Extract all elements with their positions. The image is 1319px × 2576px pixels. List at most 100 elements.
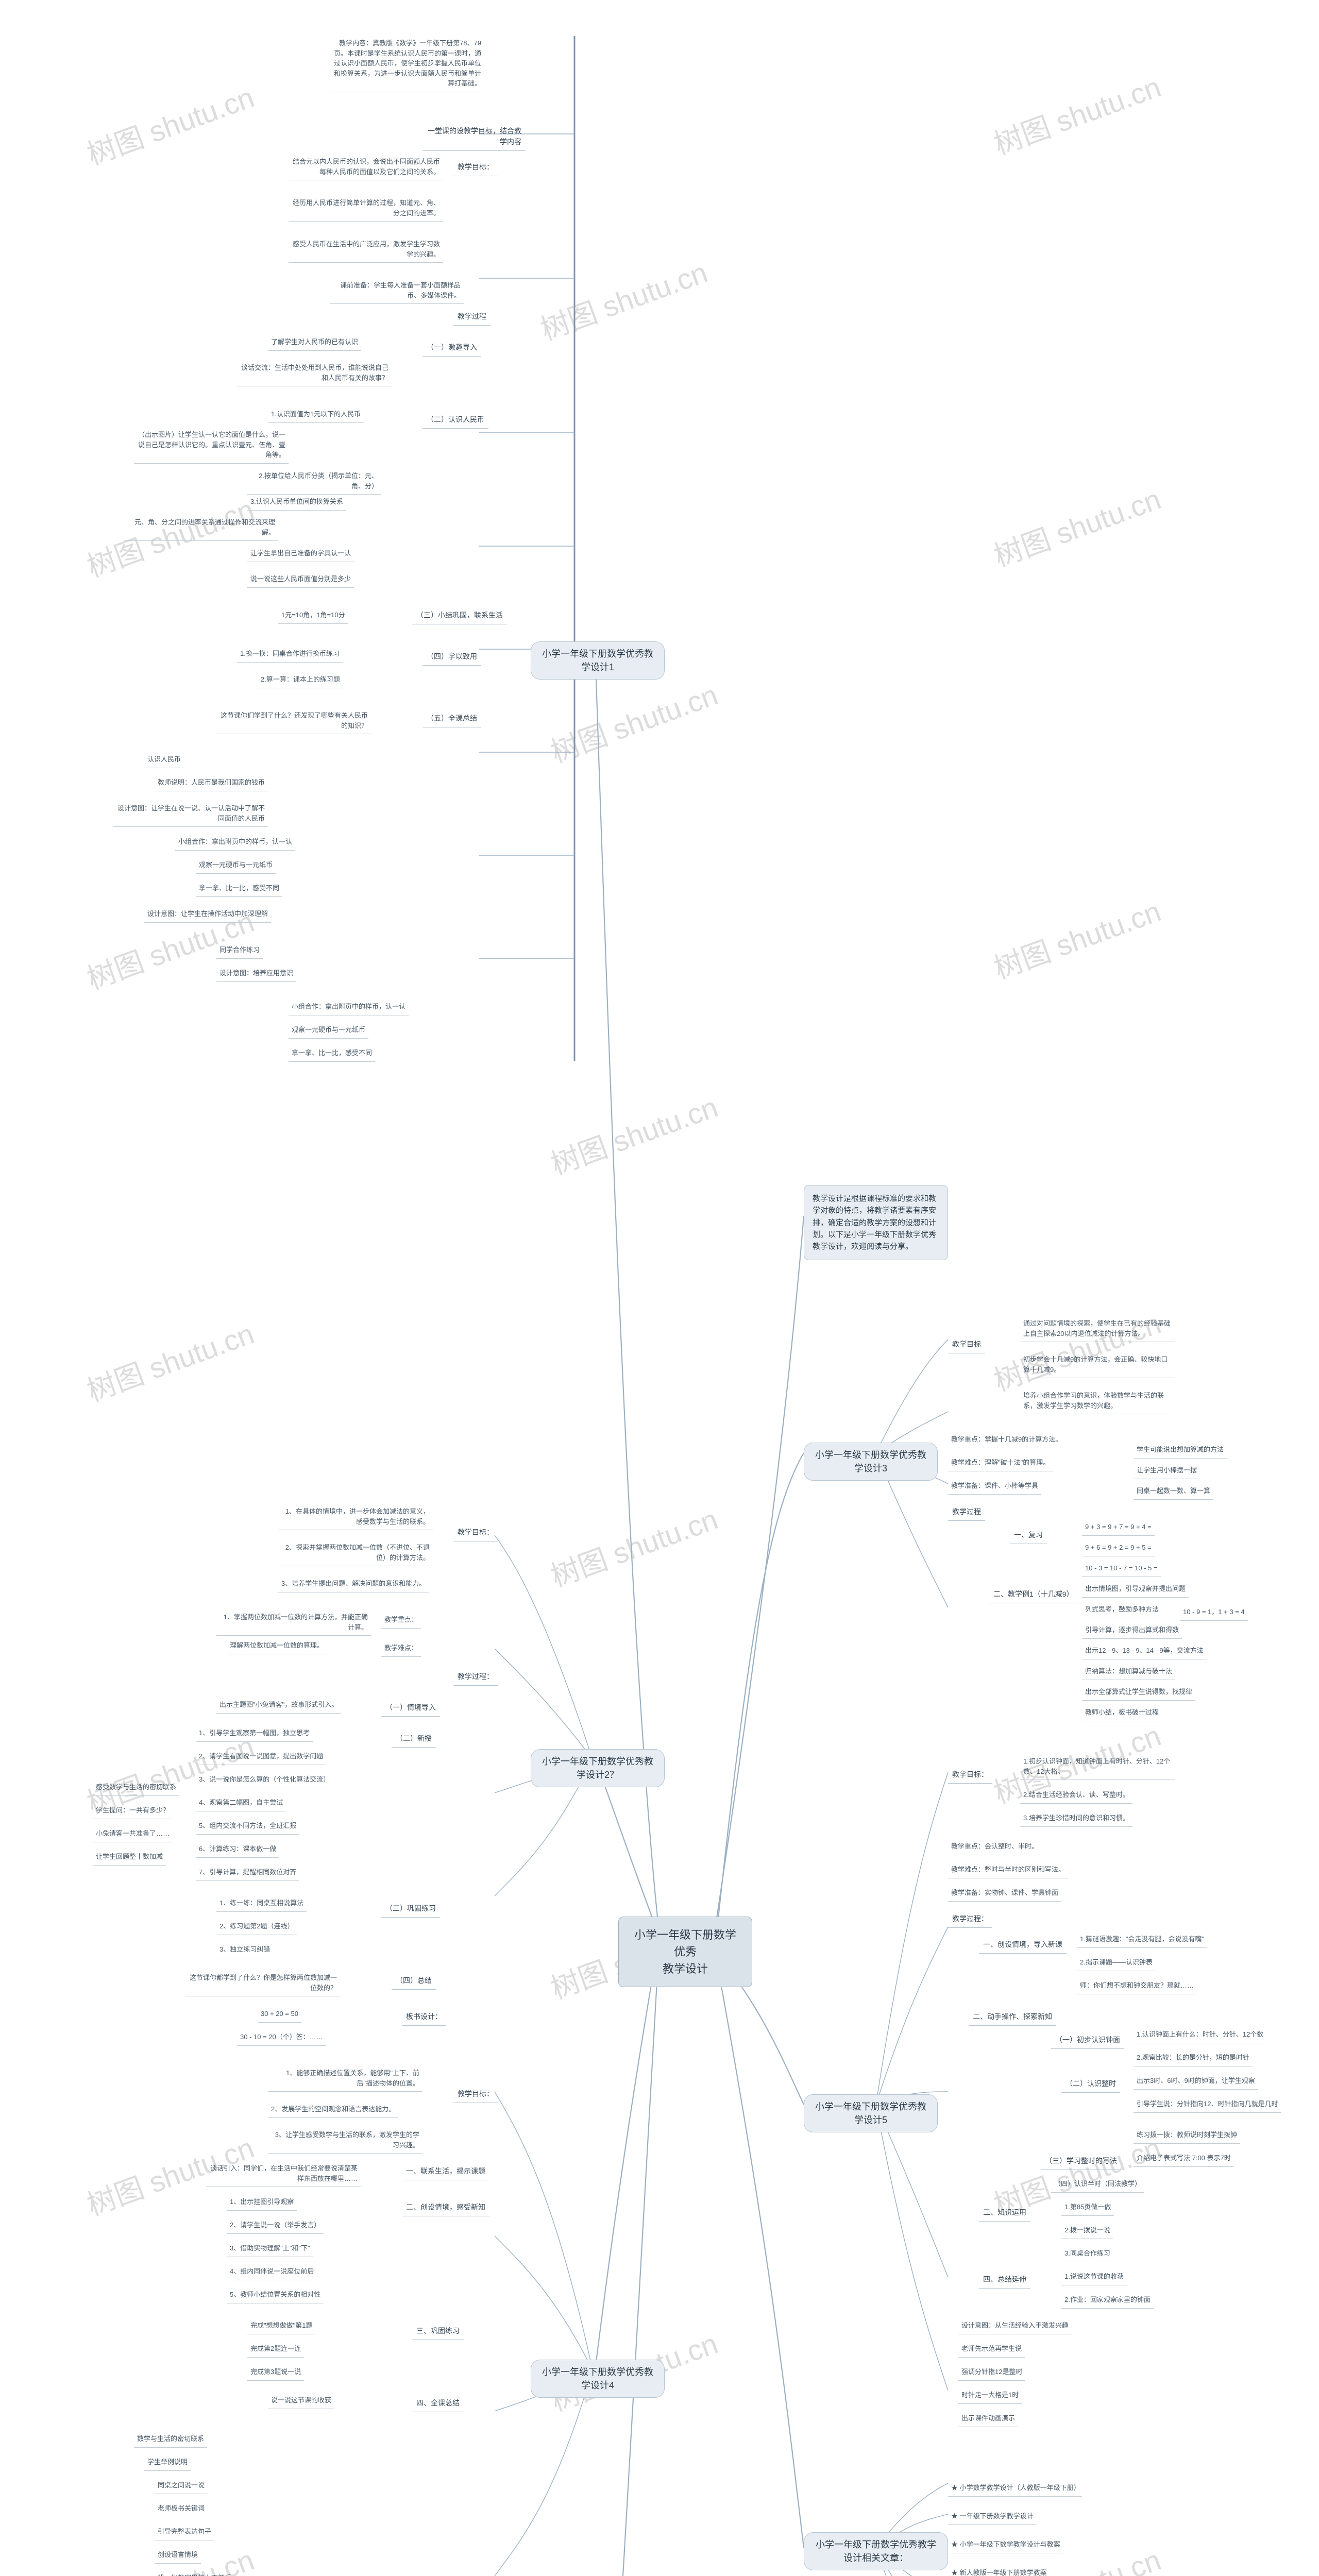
b1-s4a: 1.换一换：同桌合作进行换币练习 — [237, 647, 343, 663]
b1-s5: （五）全课总结 — [422, 711, 481, 727]
b4-s4: 四、全课总结 — [412, 2396, 464, 2412]
l1-node-intro: 教学设计是根据课程标准的要求和教学对象的特点，将教学诸要素有序安排，确定合适的教… — [804, 1185, 948, 1260]
b1-x3b: 小组合作：拿出附页中的样币，认一认 — [289, 999, 409, 1015]
b2-s2: （二）新授 — [392, 1731, 436, 1748]
b1-s2c1: 元、角、分之间的进率关系通过操作和交流来理解。 — [124, 515, 278, 541]
b2-g2: 3、培养学生提出问题、解决问题的意识和能力。 — [278, 1577, 429, 1592]
b3-s2i2: 引导计算，逐步得出算式和得数 — [1082, 1623, 1182, 1639]
b1-s2e: 说一说这些人民币面值分别是多少 — [247, 572, 354, 588]
b2-k: 教学重点： — [381, 1613, 421, 1629]
l1-node-b7: 小学一年级下册数学优秀教学设计相关文章： — [804, 2532, 948, 2570]
b5-s2c1: 介绍电子表式写法 7:00 表示7时 — [1134, 2151, 1234, 2167]
watermark: 树图 shutu.cn — [987, 64, 1166, 163]
b2-x1: 学生提问：一共有多少？ — [93, 1803, 173, 1819]
b1-x2: 设计意图：让学生在说一说、认一认活动中了解不同面值的人民币 — [113, 801, 268, 827]
center-title-l1: 小学一年级下册数学优秀 — [632, 1926, 738, 1960]
b3-s2i1: 列式思考，鼓励多种方法 — [1082, 1602, 1162, 1618]
b5-s2a: （一）初步认识钟面 — [1051, 2032, 1124, 2049]
b1-s4: （四）学以致用 — [422, 649, 481, 666]
b1-trunk: 一堂课的设教学目标，结合教学内容 — [422, 124, 526, 151]
b7-l3: ★ 新人教版一年级下册数学教案 — [948, 2566, 1050, 2576]
b4-s21: 2、请学生说一说（举手发言） — [227, 2218, 324, 2234]
b1-x4: 观察一元硬币与一元纸币 — [196, 858, 276, 874]
b2-bd0: 30 + 20 = 50 — [258, 2007, 301, 2023]
b2-h: 教学难点： — [381, 1641, 421, 1657]
center-title-l2: 教学设计 — [632, 1960, 738, 1977]
b5-s2d: （四）认识半时（同法教学） — [1051, 2177, 1144, 2193]
b3-s1: 一、复习 — [1010, 1528, 1047, 1544]
b3-s1i1: 9 + 6 = 9 + 2 = 9 + 5 = — [1082, 1540, 1155, 1556]
b4-s30: 完成"想想做做"第1题 — [247, 2318, 315, 2334]
b3-s1i2: 10 - 3 = 10 - 7 = 10 - 5 = — [1082, 1561, 1161, 1577]
b3-g2: 培养小组合作学习的意识，体验数学与生活的联系，激发学生学习数学的兴趣。 — [1020, 1388, 1175, 1414]
b2-s2i4: 5、组内交流不同方法，全班汇报 — [196, 1819, 299, 1835]
b5-s1c: 师：你们想不想和钟交朋友？那就…… — [1077, 1978, 1197, 1994]
b2-s2i2: 3、说一说你是怎么算的（个性化算法交流） — [196, 1772, 330, 1788]
b5-p: 教学准备：实物钟、课件、学具钟面 — [948, 1886, 1061, 1902]
l1-node-b4-left: 小学一年级下册数学优秀教学设计4 — [531, 2360, 665, 2398]
l1-node-b2-left: 小学一年级下册数学优秀教学设计2？ — [531, 1749, 665, 1787]
b2-s3i0: 1、练一练：同桌互相说算法 — [216, 1896, 307, 1912]
b2-hv: 理解两位数加减一位数的算理。 — [227, 1638, 327, 1654]
b3-gh: 教学目标 — [948, 1337, 985, 1353]
b5-k: 教学重点：会认整时、半时。 — [948, 1839, 1041, 1855]
b1-x3: 小组合作：拿出附页中的样币，认一认 — [175, 835, 295, 851]
b2-s4t: 这节课你都学到了什么？你是怎样算两位数加减一位数的？ — [185, 1971, 340, 1996]
b2-bd1: 30 - 10 = 20（个）答：…… — [237, 2030, 326, 2046]
b4-x0: 数学与生活的密切联系 — [134, 2432, 207, 2448]
b3-prep: 教学准备：课件、小棒等学具 — [948, 1479, 1041, 1495]
b4-x3: 老师板书关键词 — [155, 2501, 208, 2517]
watermark: 树图 shutu.cn — [544, 672, 723, 771]
b5-h: 教学难点：整时与半时的区别和写法。 — [948, 1862, 1068, 1878]
watermark: 树图 shutu.cn — [544, 1084, 723, 1183]
b5-s2b1: 出示3时、6时、9时的钟面，让学生观察 — [1134, 2074, 1258, 2090]
b3-fh: 教学过程 — [948, 1504, 985, 1521]
b5-s1: 一、创设情境，导入新课 — [979, 1937, 1067, 1954]
b2-s2i1: 2、请学生看图说一说图意，提出数学问题 — [196, 1749, 326, 1765]
b5-s4b: 2.作业：回家观察家里的钟面 — [1061, 2293, 1154, 2309]
b1-x8: 设计意图：培养应用意识 — [216, 966, 296, 982]
b4-gh: 教学目标： — [453, 2087, 498, 2103]
b4-s22: 3、借助实物理解"上"和"下" — [227, 2241, 313, 2257]
l1-node-b3: 小学一年级下册数学优秀教学设计3 — [804, 1443, 938, 1481]
b5-g1: 2.结合生活经验会认、读、写整时。 — [1020, 1788, 1132, 1804]
b1-x5: 拿一拿、比一比，感受不同 — [196, 881, 282, 897]
b4-s1t: 谈话引入：同学们，在生活中我们经常要说清楚某样东西放在哪里…… — [206, 2161, 361, 2187]
b4-g0: 1、能够正确描述位置关系，能够用"上下、前后"描述物体的位置。 — [268, 2066, 422, 2092]
b5-s2a2: 2.观察比较：长的是分针，短的是时针 — [1134, 2050, 1253, 2066]
b1-s3a: 1元=10角，1角=10分 — [278, 608, 348, 624]
watermark: 树图 shutu.cn — [544, 1496, 723, 1595]
watermark: 树图 shutu.cn — [80, 1311, 259, 1410]
b2-s3: （三）巩固练习 — [381, 1901, 440, 1918]
b2-fh: 教学过程： — [453, 1669, 498, 1686]
b5-s2a1: 1.认识钟面上有什么：时针、分针、12个数 — [1134, 2027, 1266, 2043]
b2-x0: 感受数学与生活的密切联系 — [93, 1780, 179, 1796]
b2-s2i5: 6、计算练习：课本做一做 — [196, 1842, 279, 1858]
b5-s3: 三、知识运用 — [979, 2205, 1030, 2222]
b1-s2d: 让学生拿出自己准备的学具认一认 — [247, 546, 354, 562]
b4-s3: 三、巩固练习 — [412, 2324, 464, 2340]
b4-s31: 完成第2题连一连 — [247, 2342, 304, 2358]
b5-s2b3: 练习拨一拨：教师说时刻学生拨钟 — [1134, 2128, 1240, 2144]
b2-gh: 教学目标： — [453, 1525, 498, 1541]
b3-s1i0: 9 + 3 = 9 + 7 = 9 + 4 = — [1082, 1520, 1155, 1536]
b1-s4b: 2.算一算：课本上的练习题 — [258, 672, 343, 688]
b2-bd: 板书设计： — [402, 2009, 446, 2026]
b5-s30: 1.第85页做一做 — [1061, 2200, 1114, 2216]
b5-s2b: （二）认识整时 — [1061, 2076, 1120, 2093]
b1-s2b: 2.按单位给人民币分类（揭示单位：元、角、分） — [247, 469, 381, 495]
b5-s31: 2.拨一拨说一说 — [1061, 2223, 1113, 2239]
b5-x4: 出示课件动画演示 — [958, 2411, 1018, 2427]
b4-s4t: 说一说这节课的收获 — [268, 2393, 334, 2409]
b4-s1: 一、联系生活，揭示课题 — [402, 2164, 489, 2180]
b5-s1a: 1.猜谜语激趣："会走没有腿，会说没有嘴" — [1077, 1932, 1207, 1948]
b4-g1: 2、发展学生的空间观念和语言表达能力。 — [268, 2102, 398, 2118]
b4-x2: 同桌之间说一说 — [155, 2478, 208, 2494]
b1-x1: 教师说明：人民币是我们国家的钱币 — [155, 775, 268, 791]
b4-x1: 学生举例说明 — [144, 2455, 191, 2471]
b2-g0: 1、在具体的情境中，进一步体会加减法的意义，感受数学与生活的联系。 — [278, 1504, 433, 1530]
b5-s32: 3.同桌合作练习 — [1061, 2246, 1113, 2262]
b3-s2i6: 教师小结，板书破十过程 — [1082, 1705, 1162, 1721]
b4-x4: 引导完整表达句子 — [155, 2524, 214, 2540]
l1-node-b1: 小学一年级下册数学优秀教学设计1 — [531, 641, 665, 680]
